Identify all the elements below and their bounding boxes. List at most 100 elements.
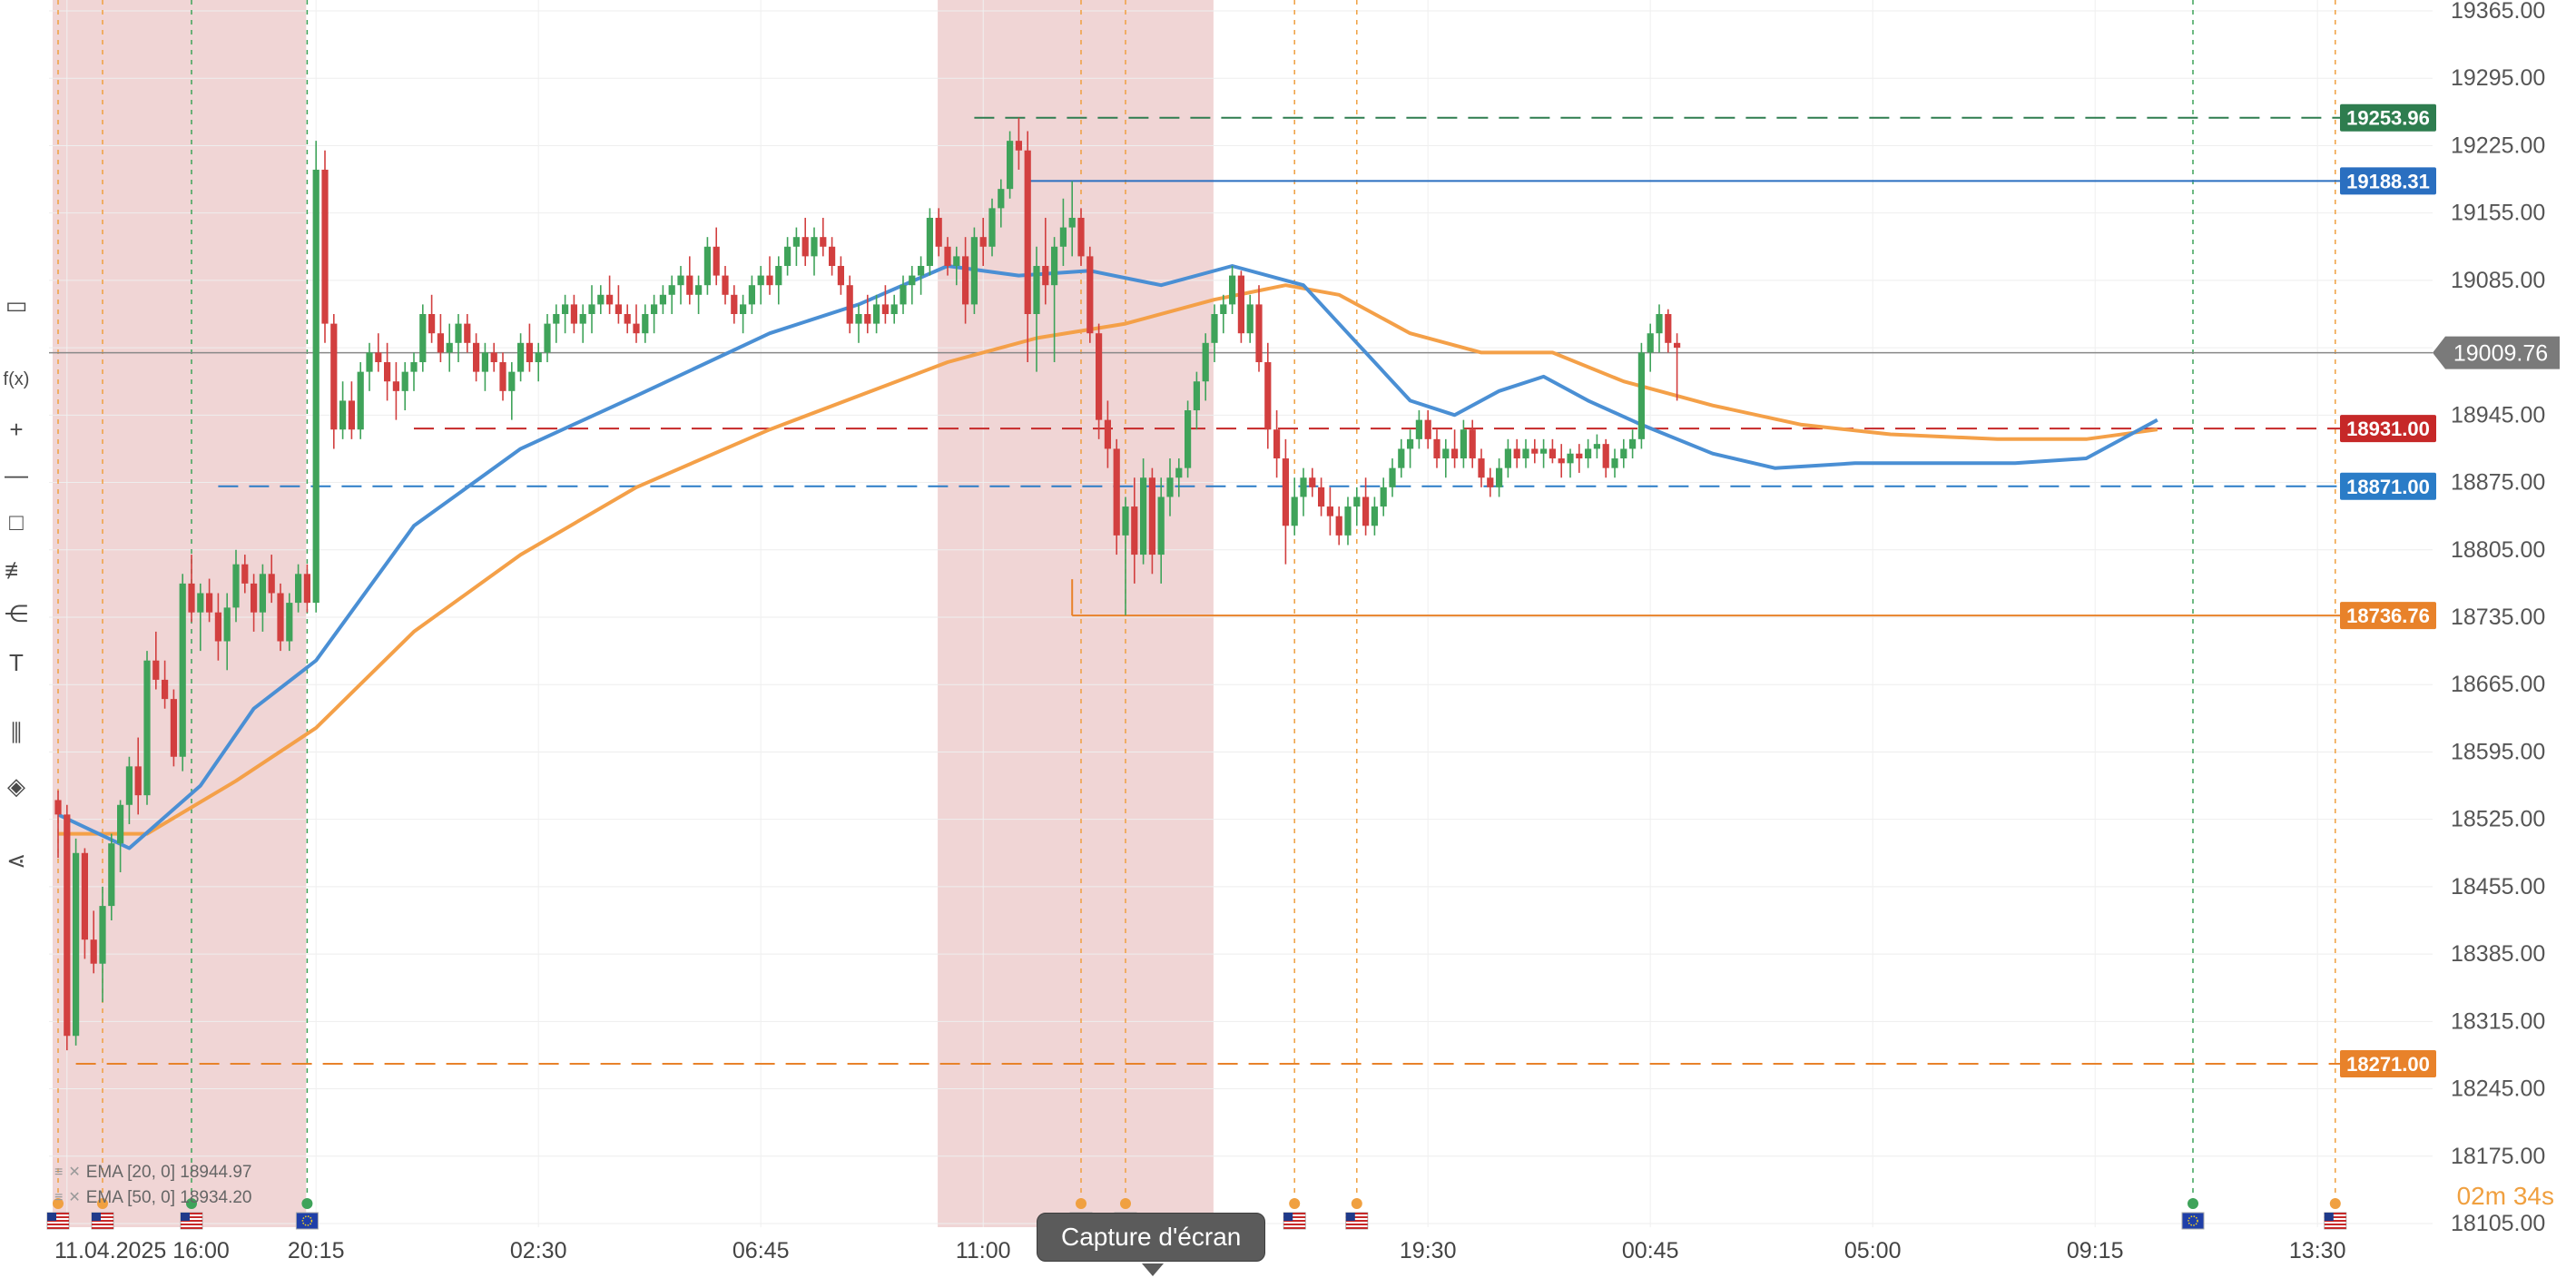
- candle-body: [1042, 265, 1049, 286]
- y-tick-label: 19085.00: [2451, 268, 2545, 293]
- crosshair-icon[interactable]: +: [9, 415, 24, 443]
- candle-body: [579, 314, 586, 324]
- candle-body: [1193, 381, 1200, 411]
- candle-body: [1424, 419, 1431, 439]
- event-dot: [1351, 1198, 1362, 1209]
- x-tick-label: 13:30: [2289, 1238, 2346, 1263]
- screenshot-tooltip: Capture d'écran: [1037, 1213, 1266, 1262]
- us-flag-stripe: [47, 1213, 69, 1214]
- candle-body: [64, 814, 71, 1037]
- candle-body: [1113, 448, 1120, 536]
- current-price-label: 19009.76: [2453, 341, 2548, 367]
- candle-body: [419, 314, 427, 363]
- y-tick-label: 18105.00: [2451, 1211, 2545, 1236]
- candle-body: [197, 593, 204, 613]
- candle-body: [606, 294, 614, 305]
- menu-icon[interactable]: ≡: [54, 1165, 64, 1180]
- us-flag-stripe: [47, 1227, 69, 1229]
- candles-group: [54, 117, 1681, 1051]
- y-tick-label: 18945.00: [2451, 402, 2545, 428]
- legend-ema50-label: EMA [50, 0] 18934.20: [85, 1188, 252, 1207]
- candle-body: [1309, 477, 1316, 487]
- menu-icon[interactable]: ≡: [54, 1190, 64, 1205]
- pitchfork-tool-icon[interactable]: ⋲: [5, 599, 28, 627]
- close-icon[interactable]: ✕: [68, 1165, 81, 1180]
- us-flag-stripe: [92, 1216, 113, 1218]
- us-flag-canton: [2324, 1213, 2334, 1221]
- candle-body: [81, 852, 88, 940]
- candle-body: [1246, 304, 1254, 334]
- candle-body: [562, 304, 569, 314]
- fibonacci-tool-icon[interactable]: ≢: [5, 555, 28, 584]
- candle-body: [1496, 467, 1503, 487]
- x-tick-label: 06:45: [732, 1238, 790, 1263]
- candle-body: [1255, 304, 1263, 363]
- y-tick-label: 18665.00: [2451, 672, 2545, 697]
- candle-body: [303, 574, 310, 604]
- candle-body: [1185, 410, 1192, 468]
- candle-body: [748, 285, 755, 305]
- candle-body: [677, 275, 684, 286]
- share-icon[interactable]: ⋖: [6, 846, 26, 874]
- candle-body: [1326, 506, 1333, 516]
- candle-body: [1148, 477, 1155, 555]
- candle-body: [1478, 458, 1485, 478]
- x-tick-label: 05:00: [1844, 1238, 1902, 1263]
- candle-body: [134, 766, 142, 796]
- candle-body: [642, 314, 649, 334]
- candle-body: [535, 352, 542, 363]
- candle-body: [99, 906, 106, 964]
- candle-body: [232, 564, 240, 608]
- candle-body: [900, 285, 907, 305]
- candle-body: [588, 304, 595, 314]
- us-flag-stripe: [47, 1216, 69, 1218]
- candle-body: [179, 583, 186, 757]
- us-flag-canton: [1345, 1213, 1355, 1221]
- candle-body: [1371, 506, 1378, 526]
- candle-body: [944, 246, 951, 266]
- candle-body: [1157, 496, 1165, 555]
- candle-body: [1611, 458, 1618, 468]
- layers-icon[interactable]: ◈: [7, 772, 25, 800]
- legend-ema50[interactable]: ≡ ✕ EMA [50, 0] 18934.20: [54, 1185, 252, 1211]
- price-level-badge: [2340, 1049, 2436, 1077]
- legend-ema20[interactable]: ≡ ✕ EMA [20, 0] 18944.97: [54, 1160, 252, 1185]
- close-icon[interactable]: ✕: [68, 1190, 81, 1205]
- us-flag-stripe: [1283, 1224, 1306, 1225]
- display-icon[interactable]: ▭: [5, 290, 28, 319]
- chart-type-icon[interactable]: ⫼: [11, 719, 22, 746]
- price-level-badge: [2340, 167, 2436, 195]
- candle-body: [1415, 419, 1422, 439]
- candle-body: [820, 237, 827, 247]
- candle-body: [1460, 429, 1467, 459]
- candle-body: [1140, 477, 1147, 555]
- candle-body: [410, 362, 418, 372]
- us-flag-stripe: [92, 1220, 113, 1222]
- text-tool-icon[interactable]: T: [9, 648, 24, 676]
- candle-body: [988, 208, 996, 247]
- x-tick-label: 02:30: [510, 1238, 567, 1263]
- candle-body: [1647, 333, 1654, 353]
- candle-body: [1237, 275, 1244, 334]
- candle-body: [1469, 429, 1476, 459]
- function-icon[interactable]: f(x): [3, 369, 30, 389]
- candle-body: [384, 362, 391, 382]
- ema20-line: [57, 264, 2158, 850]
- y-tick-label: 18805.00: [2451, 537, 2545, 563]
- candle-body: [1531, 448, 1539, 454]
- price-level-label: 19253.96: [2346, 107, 2430, 130]
- candle-body: [339, 400, 347, 430]
- candle-body: [357, 371, 364, 430]
- price-level-label: 18871.00: [2346, 476, 2430, 498]
- candle-body: [1674, 342, 1681, 349]
- candle-body: [90, 939, 97, 964]
- rectangle-tool-icon[interactable]: □: [9, 507, 24, 536]
- line-tool-icon[interactable]: —: [5, 460, 28, 488]
- candle-body: [1540, 448, 1548, 454]
- candle-body: [811, 237, 818, 257]
- candle-body: [633, 323, 640, 334]
- price-level-badge: [2340, 103, 2436, 132]
- us-flag-stripe: [1345, 1216, 1368, 1218]
- candle-body: [206, 593, 213, 613]
